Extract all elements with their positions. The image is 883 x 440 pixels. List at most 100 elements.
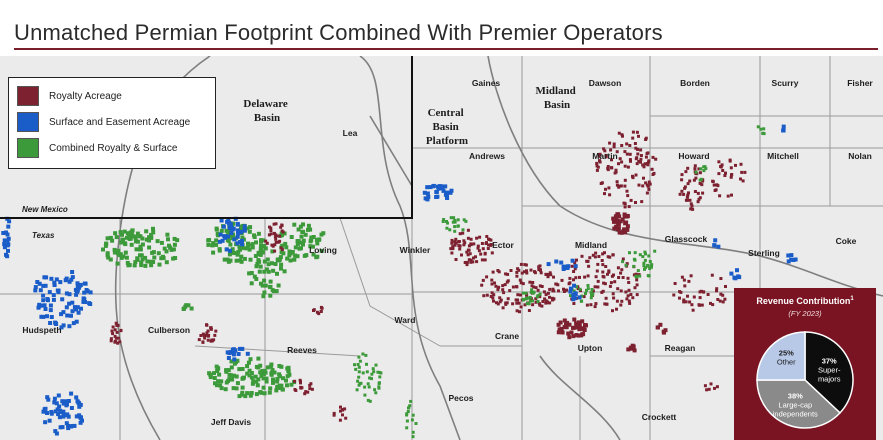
- acreage-tract: [730, 173, 733, 177]
- acreage-tract: [58, 408, 63, 413]
- acreage-tract: [111, 332, 115, 336]
- acreage-tract: [685, 195, 689, 199]
- acreage-tract: [125, 235, 129, 240]
- acreage-tract: [574, 276, 578, 280]
- acreage-tract: [544, 272, 548, 276]
- acreage-tract: [225, 350, 230, 355]
- acreage-tract: [247, 229, 252, 234]
- acreage-tract: [214, 242, 219, 247]
- acreage-tract: [249, 391, 254, 395]
- acreage-tract: [538, 292, 542, 296]
- acreage-tract: [70, 300, 75, 305]
- acreage-tract: [450, 251, 454, 255]
- acreage-tract: [626, 194, 630, 198]
- acreage-tract: [358, 359, 362, 363]
- acreage-tract: [441, 188, 446, 193]
- acreage-tract: [730, 193, 733, 197]
- acreage-tract: [646, 151, 650, 155]
- acreage-tract: [262, 368, 267, 373]
- acreage-tract: [277, 364, 282, 368]
- acreage-tract: [445, 220, 448, 223]
- acreage-tract: [67, 279, 72, 284]
- acreage-tract: [129, 231, 134, 235]
- acreage-tract: [46, 298, 50, 303]
- acreage-tract: [501, 306, 505, 310]
- county-label: Gaines: [472, 78, 501, 88]
- acreage-tract: [242, 256, 247, 261]
- acreage-tract: [629, 198, 633, 202]
- acreage-tract: [356, 363, 360, 366]
- acreage-tract: [115, 261, 120, 266]
- acreage-tract: [259, 390, 264, 395]
- pie-slice: [756, 331, 806, 381]
- acreage-tract: [230, 377, 235, 382]
- acreage-tract: [614, 224, 619, 229]
- acreage-tract: [602, 147, 606, 151]
- acreage-tract: [546, 291, 550, 295]
- acreage-tract: [226, 229, 231, 234]
- acreage-tract: [456, 218, 460, 222]
- acreage-tract: [42, 303, 47, 308]
- acreage-tract: [303, 392, 307, 396]
- acreage-tract: [697, 197, 701, 201]
- acreage-tract: [648, 182, 652, 186]
- acreage-tract: [165, 232, 170, 237]
- acreage-tract: [377, 385, 381, 389]
- highway-line: [487, 56, 883, 297]
- acreage-tract: [210, 243, 215, 248]
- acreage-tract: [628, 301, 632, 305]
- acreage-tract: [283, 241, 288, 246]
- acreage-tract: [363, 385, 367, 389]
- acreage-tract: [605, 302, 609, 306]
- acreage-tract: [52, 283, 57, 287]
- acreage-tract: [228, 222, 233, 227]
- legend-swatch-surface: [17, 112, 39, 132]
- acreage-tract: [123, 250, 128, 255]
- permian-map[interactable]: Delaware Basin Central Basin Platform Mi…: [0, 56, 883, 440]
- acreage-tract: [260, 250, 265, 255]
- acreage-tract: [129, 242, 134, 247]
- acreage-tract: [274, 289, 279, 294]
- acreage-tract: [263, 246, 268, 251]
- acreage-tract: [79, 306, 83, 311]
- acreage-tract: [527, 296, 530, 300]
- acreage-tract: [211, 250, 216, 255]
- acreage-tract: [595, 168, 599, 172]
- acreage-tract: [261, 294, 266, 299]
- acreage-tract: [299, 234, 304, 239]
- acreage-tract: [317, 237, 322, 242]
- acreage-tract: [239, 240, 243, 245]
- acreage-tract: [654, 157, 658, 161]
- acreage-tract: [290, 250, 295, 254]
- acreage-tract: [240, 346, 245, 351]
- acreage-tract: [611, 309, 614, 313]
- acreage-tract: [620, 217, 625, 222]
- acreage-tract: [262, 244, 267, 248]
- acreage-tract: [272, 222, 276, 226]
- delaware-line-2: Basin: [254, 112, 280, 124]
- acreage-tract: [575, 285, 578, 289]
- acreage-tract: [253, 374, 258, 379]
- acreage-tract: [357, 370, 361, 374]
- acreage-tract: [625, 189, 629, 193]
- acreage-tract: [278, 234, 282, 238]
- acreage-tract: [235, 381, 240, 386]
- acreage-tract: [134, 247, 139, 252]
- acreage-tract: [612, 142, 616, 146]
- acreage-tract: [218, 383, 223, 388]
- acreage-tract: [229, 231, 234, 236]
- acreage-tract: [75, 399, 80, 404]
- acreage-tract: [247, 247, 252, 252]
- acreage-tract: [686, 294, 689, 298]
- acreage-tract: [156, 251, 161, 256]
- acreage-tract: [698, 296, 702, 300]
- acreage-tract: [150, 250, 155, 255]
- acreage-tract: [206, 338, 210, 342]
- acreage-tract: [481, 278, 485, 282]
- acreage-tract: [498, 296, 502, 300]
- county-label: Glasscock: [665, 234, 708, 244]
- acreage-tract: [508, 289, 512, 293]
- acreage-tract: [144, 237, 149, 242]
- acreage-tract: [472, 256, 475, 260]
- acreage-tract: [186, 303, 191, 308]
